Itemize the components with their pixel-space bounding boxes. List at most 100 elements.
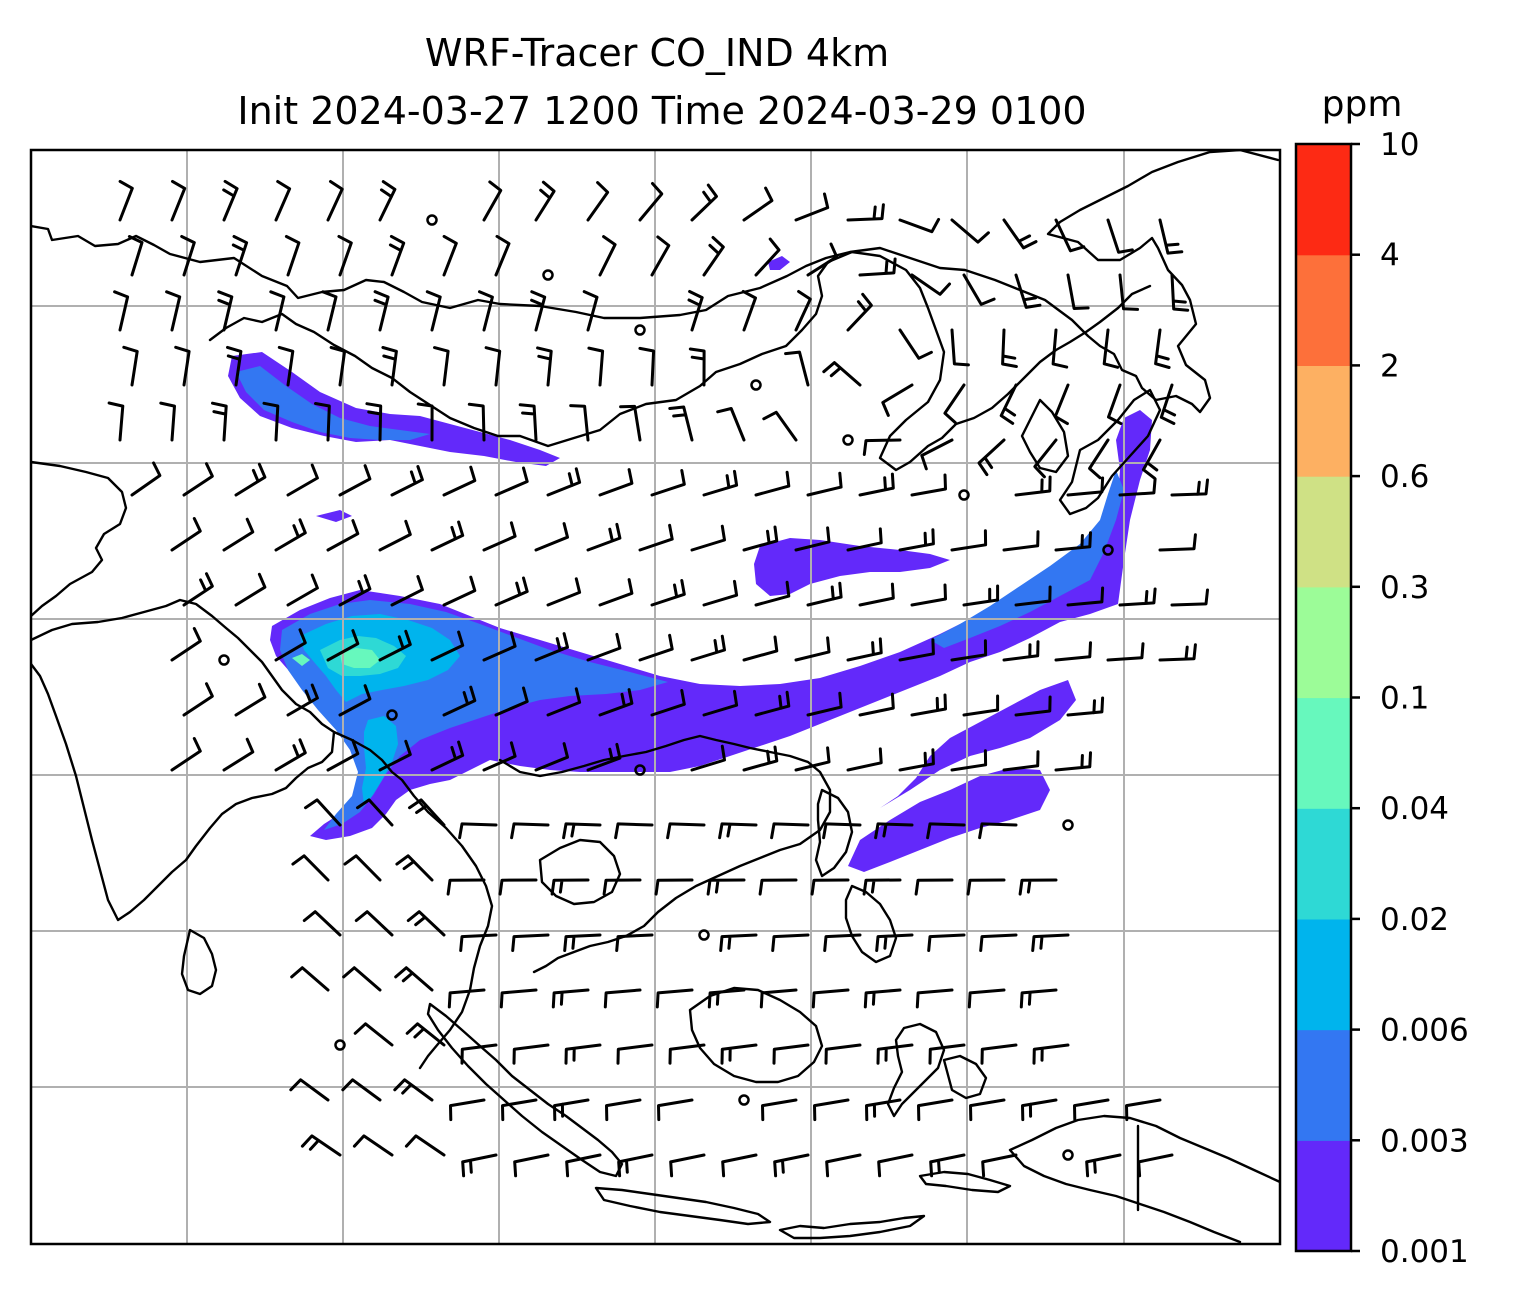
wind-barb xyxy=(1002,218,1038,250)
wind-barb xyxy=(650,235,671,277)
wind-barb xyxy=(482,631,517,662)
wind-barb xyxy=(217,290,234,332)
wind-barb xyxy=(719,933,758,952)
colorbar-tick-label: 0.1 xyxy=(1380,681,1429,717)
wind-barb xyxy=(553,1098,590,1122)
wind-barb xyxy=(874,822,914,840)
wind-barb xyxy=(1137,1153,1174,1178)
wind-barb-calm xyxy=(542,269,554,281)
wind-barb xyxy=(269,290,286,332)
wind-barb xyxy=(810,878,850,896)
map-title-line1: WRF-Tracer CO_IND 4km xyxy=(425,31,889,75)
colorbar-segment xyxy=(1296,365,1351,477)
wind-barb xyxy=(338,464,372,497)
wind-barb xyxy=(461,1153,498,1178)
wind-barb xyxy=(598,468,634,497)
wind-barb xyxy=(1141,438,1162,480)
wind-barb xyxy=(978,822,1018,840)
wind-barb xyxy=(174,345,191,387)
tracer-plume-region xyxy=(930,470,1124,648)
wind-barb xyxy=(811,988,850,1009)
tracer-plume-region xyxy=(270,410,1152,840)
wind-barb xyxy=(862,438,902,456)
wind-barb xyxy=(274,628,307,662)
wind-barb xyxy=(381,346,398,387)
wind-barb xyxy=(950,218,990,244)
wind-barb xyxy=(274,738,307,772)
wind-barb xyxy=(354,910,394,937)
wind-barb xyxy=(969,1098,1006,1122)
wind-barb xyxy=(716,407,746,442)
wind-barb xyxy=(484,346,502,387)
wind-barb xyxy=(980,1043,1018,1065)
wind-barb xyxy=(586,632,622,662)
wind-barb xyxy=(754,237,781,277)
wind-barb xyxy=(702,469,739,497)
colorbar-tick-label: 0.006 xyxy=(1380,1013,1469,1049)
wind-barb xyxy=(501,1098,538,1122)
wind-barb xyxy=(772,1043,810,1065)
wind-barb xyxy=(390,575,424,607)
wind-barb xyxy=(159,401,176,442)
wind-barb xyxy=(433,346,450,387)
colorbar-segment xyxy=(1296,918,1351,1031)
wind-barb xyxy=(1154,328,1171,369)
wind-barb xyxy=(806,691,843,717)
colorbar-tick-label: 0.3 xyxy=(1380,570,1429,606)
wind-barb xyxy=(754,690,791,717)
wind-barb xyxy=(130,461,162,497)
wind-barb xyxy=(910,583,947,607)
wind-barb xyxy=(770,822,810,840)
wind-barb xyxy=(650,469,686,497)
wind-barb xyxy=(706,878,746,896)
wind-barb xyxy=(962,694,1000,717)
wind-barb xyxy=(823,933,862,952)
wind-barb xyxy=(234,462,267,497)
wind-barb xyxy=(1106,218,1134,254)
wind-barb xyxy=(122,345,139,387)
wind-barb xyxy=(1021,1098,1058,1122)
wind-barb xyxy=(222,737,255,772)
wind-barb xyxy=(394,966,434,992)
wind-barb xyxy=(494,576,529,607)
wind-barb xyxy=(1106,642,1145,662)
wind-barb xyxy=(321,290,338,332)
wind-barb xyxy=(565,1153,602,1178)
wind-barb xyxy=(898,328,933,360)
wind-barb xyxy=(482,741,517,772)
wind-barb xyxy=(494,686,529,717)
wind-barb-calm xyxy=(842,434,854,446)
wind-barb xyxy=(498,878,538,896)
colorbar-unit-label: ppm xyxy=(1322,84,1403,125)
wind-barb xyxy=(1054,531,1092,552)
wind-barb xyxy=(534,180,556,222)
wind-barb xyxy=(914,878,954,896)
wind-barb xyxy=(619,404,642,442)
wind-barb xyxy=(546,467,582,497)
wind-barb xyxy=(467,402,486,442)
wind-barb xyxy=(702,236,725,277)
wind-barbs xyxy=(107,179,1209,1178)
wind-barb xyxy=(302,910,342,937)
map-frame xyxy=(29,148,1282,1246)
wind-barb xyxy=(1019,988,1058,1009)
wind-barb xyxy=(165,290,182,332)
wind-barb-calm xyxy=(218,654,230,666)
coastline-philippines xyxy=(814,788,898,964)
wind-barb xyxy=(981,1153,1018,1178)
wind-barb xyxy=(284,235,301,277)
wind-barb xyxy=(478,290,494,332)
wind-barb xyxy=(127,235,144,277)
wind-barb xyxy=(1107,383,1123,426)
colorbar-segment xyxy=(1296,254,1351,366)
wind-barb xyxy=(825,1153,862,1178)
wind-barb-calm xyxy=(738,1094,750,1106)
wind-barb xyxy=(564,1043,602,1065)
wind-barb xyxy=(655,988,694,1009)
wind-barb xyxy=(1170,273,1190,312)
wind-barb xyxy=(1014,585,1052,607)
wind-barb xyxy=(326,519,360,552)
wind-barb xyxy=(865,1098,902,1122)
wind-barb-calm xyxy=(1102,544,1114,556)
wind-barb xyxy=(534,632,569,662)
